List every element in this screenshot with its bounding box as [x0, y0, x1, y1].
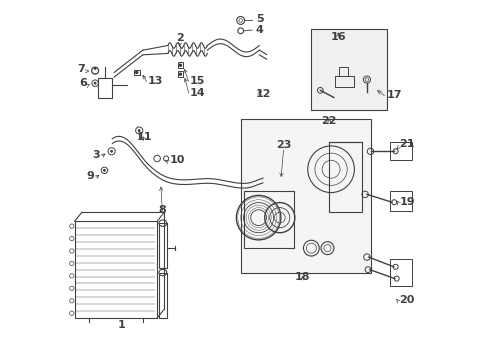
Text: 10: 10	[170, 155, 185, 165]
Text: 9: 9	[87, 171, 95, 181]
Bar	[245, 191, 294, 248]
Bar	[159, 273, 167, 318]
Circle shape	[94, 67, 97, 70]
Circle shape	[94, 82, 97, 85]
Text: 5: 5	[256, 14, 264, 24]
Bar	[98, 78, 112, 98]
Text: 19: 19	[399, 197, 415, 207]
Bar	[242, 119, 370, 273]
Bar	[177, 71, 183, 77]
Text: 18: 18	[294, 272, 310, 282]
Circle shape	[179, 63, 182, 67]
Bar	[329, 142, 362, 212]
Text: 2: 2	[176, 33, 184, 43]
Text: 3: 3	[92, 150, 100, 160]
Bar	[311, 30, 387, 110]
Bar	[74, 221, 157, 318]
Text: 13: 13	[148, 76, 164, 86]
Text: 23: 23	[276, 140, 292, 150]
Circle shape	[135, 71, 139, 74]
Text: 12: 12	[256, 89, 271, 99]
Bar	[390, 259, 412, 286]
Text: 4: 4	[256, 25, 264, 35]
Bar	[177, 62, 183, 68]
Bar	[339, 67, 348, 76]
Text: 1: 1	[118, 320, 125, 330]
Text: 8: 8	[159, 206, 167, 216]
Circle shape	[138, 129, 141, 132]
Text: 16: 16	[330, 32, 346, 41]
Circle shape	[110, 150, 113, 153]
Text: 7: 7	[78, 64, 85, 74]
Circle shape	[179, 72, 182, 76]
Bar	[390, 142, 412, 160]
Bar	[134, 69, 140, 75]
Text: 21: 21	[399, 139, 415, 149]
Text: 15: 15	[190, 76, 205, 86]
Bar	[335, 76, 354, 87]
Text: 11: 11	[137, 132, 152, 142]
Text: 20: 20	[399, 295, 415, 305]
Bar	[159, 223, 167, 268]
Circle shape	[103, 169, 106, 172]
Text: 14: 14	[190, 88, 205, 98]
Text: 6: 6	[79, 78, 87, 88]
Text: 17: 17	[387, 90, 402, 100]
Bar	[390, 192, 412, 211]
Text: 22: 22	[321, 116, 337, 126]
